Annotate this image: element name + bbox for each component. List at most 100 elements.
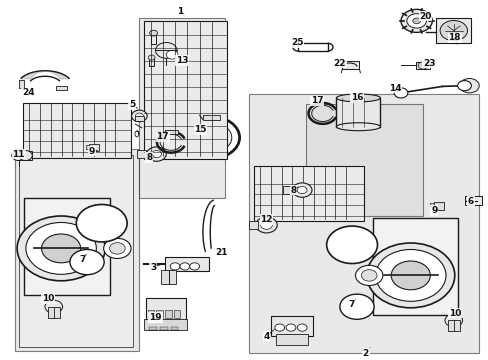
Bar <box>336 98 380 127</box>
Circle shape <box>19 150 32 161</box>
Text: 20: 20 <box>418 12 431 21</box>
Bar <box>135 116 143 121</box>
Circle shape <box>155 42 177 58</box>
Bar <box>150 34 156 44</box>
Circle shape <box>361 270 376 281</box>
Text: 8: 8 <box>290 186 296 194</box>
Circle shape <box>189 263 199 270</box>
Circle shape <box>26 222 96 274</box>
Bar <box>156 310 163 318</box>
Bar <box>298 43 327 51</box>
Text: 1: 1 <box>177 7 183 16</box>
Bar <box>372 218 457 315</box>
Bar <box>161 270 176 284</box>
Ellipse shape <box>336 94 380 102</box>
Bar <box>165 310 171 318</box>
Circle shape <box>12 150 25 161</box>
Bar <box>89 144 99 151</box>
Text: 10: 10 <box>447 309 460 318</box>
Text: 12: 12 <box>260 215 272 224</box>
Bar <box>203 115 220 120</box>
Circle shape <box>135 113 143 119</box>
Circle shape <box>190 122 231 153</box>
Circle shape <box>151 150 161 158</box>
Circle shape <box>459 78 478 93</box>
Circle shape <box>260 221 272 229</box>
Bar <box>137 150 145 158</box>
Circle shape <box>412 18 420 24</box>
Bar <box>165 257 209 271</box>
Bar <box>429 203 433 207</box>
Text: 6: 6 <box>467 197 473 206</box>
Bar <box>24 198 110 295</box>
Text: 25: 25 <box>290 38 303 47</box>
Bar <box>254 166 364 221</box>
Circle shape <box>292 183 311 197</box>
Circle shape <box>45 300 62 313</box>
Circle shape <box>375 249 445 301</box>
Circle shape <box>457 81 470 91</box>
Circle shape <box>103 238 131 258</box>
Bar <box>160 327 167 330</box>
Text: 17: 17 <box>156 132 169 141</box>
Bar <box>17 151 32 160</box>
Bar <box>435 18 470 43</box>
Circle shape <box>146 147 166 161</box>
Circle shape <box>149 30 157 36</box>
Bar <box>249 94 478 353</box>
Bar <box>433 202 443 210</box>
Bar <box>271 316 312 336</box>
Text: 15: 15 <box>194 125 206 134</box>
Text: 14: 14 <box>388 84 401 93</box>
Bar <box>342 61 359 69</box>
Bar <box>276 334 307 345</box>
Text: 11: 11 <box>12 150 25 158</box>
Bar <box>85 145 89 149</box>
Bar <box>447 320 459 331</box>
Bar <box>144 21 227 159</box>
Text: 5: 5 <box>129 100 135 109</box>
Circle shape <box>366 243 454 308</box>
Text: 22: 22 <box>333 58 346 68</box>
Circle shape <box>355 265 382 285</box>
Circle shape <box>183 117 239 158</box>
Bar <box>170 327 178 330</box>
Bar <box>15 149 139 351</box>
Circle shape <box>17 216 105 281</box>
Bar <box>149 327 157 330</box>
Bar <box>305 104 422 216</box>
Text: 9: 9 <box>430 206 437 215</box>
Bar <box>149 58 154 66</box>
Text: 4: 4 <box>263 332 269 341</box>
Circle shape <box>109 243 125 254</box>
Circle shape <box>393 88 407 98</box>
Text: 18: 18 <box>447 33 460 42</box>
Ellipse shape <box>336 123 380 131</box>
Text: 21: 21 <box>215 248 227 257</box>
Circle shape <box>76 204 127 242</box>
Circle shape <box>170 263 180 270</box>
Circle shape <box>326 226 377 264</box>
Text: 9: 9 <box>88 147 95 156</box>
Bar <box>23 103 131 158</box>
Text: 7: 7 <box>347 300 354 309</box>
Circle shape <box>339 294 373 319</box>
Circle shape <box>148 55 155 60</box>
Text: 24: 24 <box>22 88 35 97</box>
Circle shape <box>297 186 306 194</box>
Circle shape <box>417 62 427 69</box>
Circle shape <box>70 249 104 275</box>
Text: 13: 13 <box>175 56 188 65</box>
Circle shape <box>439 21 467 41</box>
Circle shape <box>166 50 178 59</box>
Circle shape <box>41 234 81 263</box>
Bar <box>19 155 133 347</box>
Text: 7: 7 <box>79 256 85 264</box>
Circle shape <box>406 14 426 28</box>
Text: 2: 2 <box>362 349 368 358</box>
Text: 17: 17 <box>310 96 323 105</box>
Bar <box>19 80 24 88</box>
Text: 16: 16 <box>350 94 363 102</box>
Circle shape <box>297 324 306 331</box>
Bar <box>415 62 429 69</box>
